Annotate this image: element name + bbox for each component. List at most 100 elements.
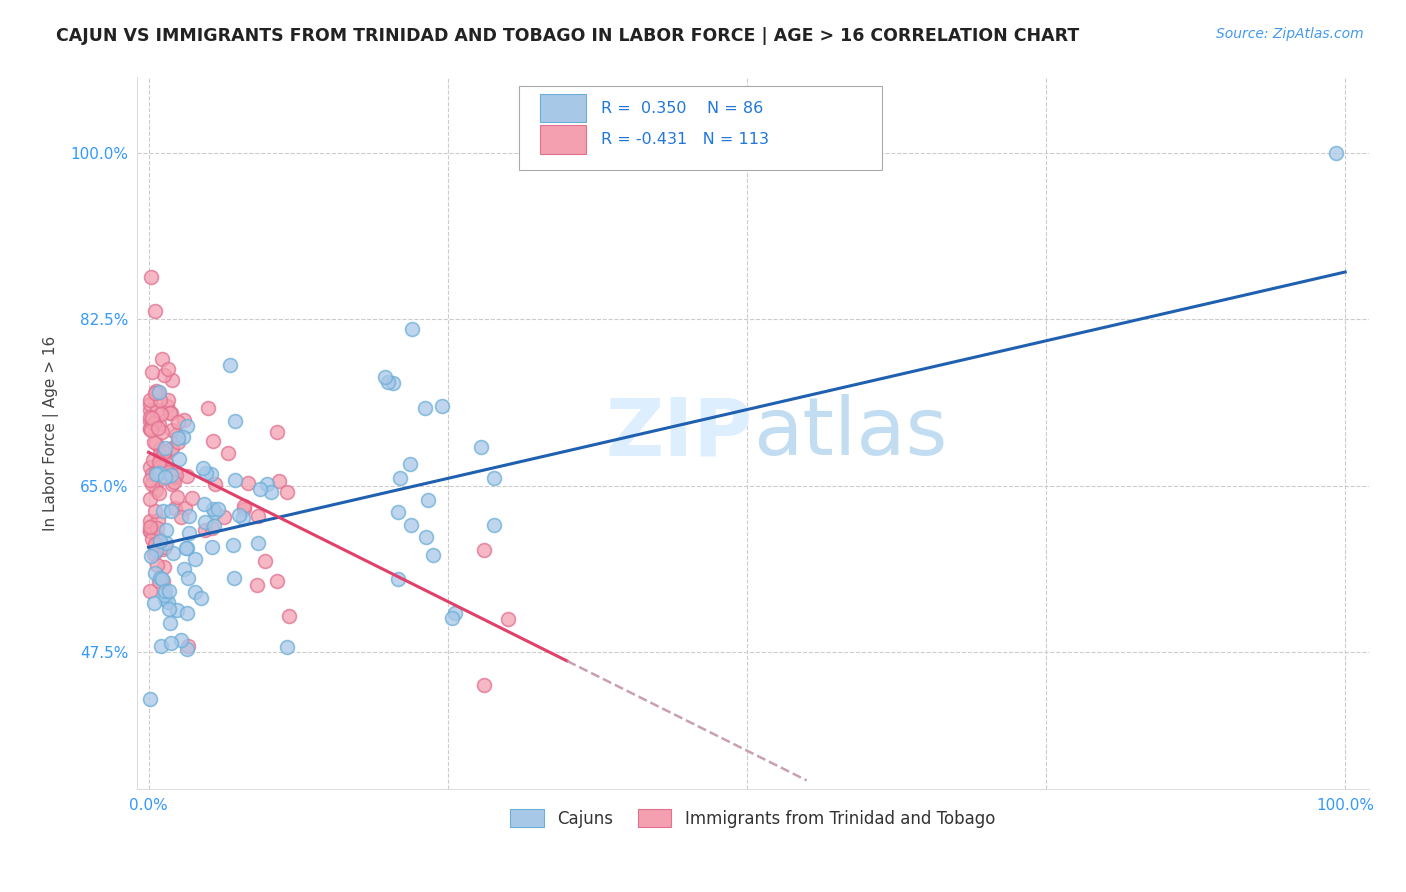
Point (266, 574, 288, 588)
Point (139, 692, 162, 706)
Point (145, 436, 167, 450)
Point (194, 515, 217, 529)
Point (146, 530, 169, 544)
Point (160, 504, 183, 518)
Point (148, 384, 170, 399)
Point (277, 609, 299, 624)
Point (176, 469, 198, 483)
Point (162, 423, 184, 437)
Point (141, 519, 163, 533)
Point (167, 431, 190, 445)
Point (224, 414, 246, 428)
Point (174, 541, 197, 555)
Point (176, 418, 198, 433)
Point (470, 440, 492, 454)
Point (146, 421, 169, 435)
Point (233, 502, 256, 516)
Point (176, 639, 198, 653)
Point (387, 572, 409, 586)
Point (141, 411, 163, 425)
Point (156, 362, 179, 376)
Point (232, 511, 254, 525)
Point (155, 583, 177, 598)
Point (399, 518, 422, 533)
Point (150, 639, 173, 653)
Point (472, 678, 495, 692)
Point (162, 546, 184, 560)
Point (139, 423, 162, 437)
Point (482, 471, 505, 485)
Point (145, 521, 167, 535)
Point (246, 508, 269, 523)
Legend: Cajuns, Immigrants from Trinidad and Tobago: Cajuns, Immigrants from Trinidad and Tob… (503, 803, 1002, 834)
Point (138, 520, 160, 534)
Point (148, 486, 170, 500)
Point (139, 514, 162, 528)
Point (472, 542, 495, 557)
Point (159, 636, 181, 650)
Point (156, 400, 179, 414)
Point (254, 554, 277, 568)
Text: R =  0.350    N = 86: R = 0.350 N = 86 (602, 101, 763, 116)
Point (166, 490, 188, 504)
Text: R = -0.431   N = 113: R = -0.431 N = 113 (602, 132, 769, 147)
Point (176, 571, 198, 585)
Point (167, 435, 190, 450)
Point (138, 422, 160, 436)
Point (413, 401, 436, 415)
Point (149, 407, 172, 421)
Point (148, 472, 170, 486)
Point (222, 537, 245, 551)
Point (165, 500, 187, 515)
Point (399, 457, 422, 471)
Point (149, 448, 172, 462)
Point (160, 477, 183, 491)
Point (155, 524, 177, 538)
Point (148, 455, 170, 469)
Point (201, 520, 224, 534)
Point (145, 543, 167, 558)
Point (139, 414, 162, 428)
Point (184, 585, 207, 599)
Point (193, 497, 215, 511)
Point (138, 473, 160, 487)
Point (200, 467, 222, 482)
Point (150, 458, 173, 473)
Point (172, 430, 194, 444)
Point (180, 491, 202, 506)
Point (148, 466, 170, 480)
Point (173, 501, 195, 516)
Point (152, 448, 174, 462)
Point (153, 368, 176, 383)
Point (167, 415, 190, 429)
Point (190, 591, 212, 606)
Point (156, 465, 179, 479)
Point (149, 451, 172, 466)
Point (157, 602, 180, 616)
Point (149, 442, 172, 457)
Point (246, 578, 269, 592)
Point (204, 505, 226, 519)
Point (201, 540, 224, 554)
Point (150, 572, 173, 586)
Point (444, 606, 467, 620)
Point (153, 442, 176, 456)
Point (173, 562, 195, 576)
Point (143, 539, 166, 553)
Point (145, 483, 167, 497)
Point (266, 425, 288, 439)
Point (157, 584, 180, 599)
Point (179, 526, 201, 541)
Point (496, 612, 519, 626)
Point (163, 475, 186, 489)
Point (152, 542, 174, 557)
Point (153, 560, 176, 574)
Point (430, 399, 453, 413)
Point (145, 467, 167, 482)
Point (138, 392, 160, 407)
Point (176, 606, 198, 620)
Point (143, 566, 166, 581)
Point (260, 485, 283, 500)
Point (153, 540, 176, 554)
Point (246, 535, 269, 549)
